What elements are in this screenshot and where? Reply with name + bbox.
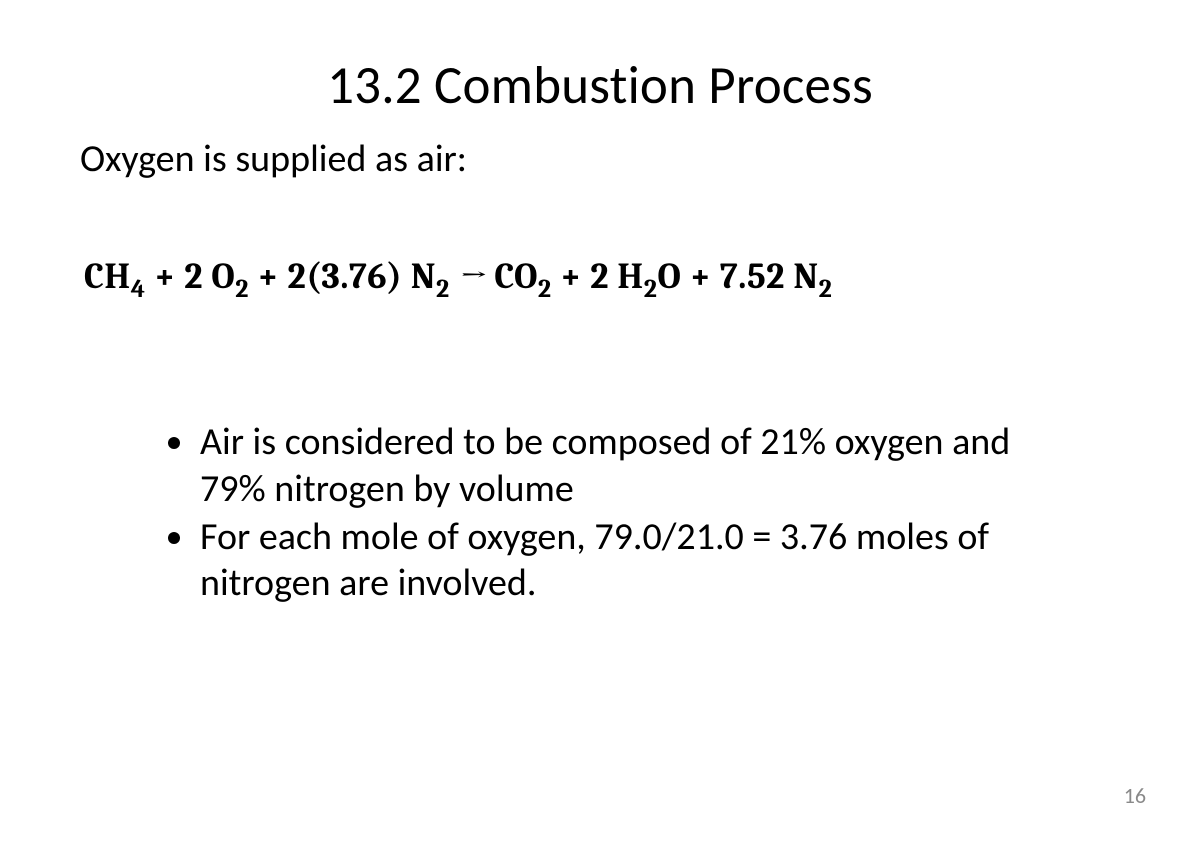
page-number: 16: [1124, 782, 1146, 809]
subscript: 4: [131, 275, 146, 304]
plus-sign: +: [552, 256, 591, 297]
reaction-arrow-icon: →: [450, 256, 495, 297]
subscript: 2: [538, 275, 552, 304]
reactant-o2: 2 O2: [184, 256, 249, 297]
species: CH: [84, 256, 131, 297]
slide-subtitle: Oxygen is supplied as air:: [0, 118, 1200, 182]
slide-title: 13.2 Combustion Process: [0, 0, 1200, 118]
species: O: [657, 256, 681, 297]
species: N: [793, 256, 818, 297]
plus-sign: +: [146, 256, 185, 297]
product-n2: 7.52 N2: [720, 256, 832, 297]
subscript: 2: [436, 275, 450, 304]
bullet-list: Air is considered to be composed of 21% …: [0, 303, 1200, 606]
subscript: 2: [235, 275, 249, 304]
subscript: 2: [819, 275, 833, 304]
coef: 7.52: [720, 256, 793, 297]
coef: 2: [184, 256, 211, 297]
reactant-ch4: CH4: [84, 256, 146, 297]
reactant-n2: 2(3.76) N2: [288, 256, 450, 297]
product-co2: CO2: [494, 256, 551, 297]
slide: 13.2 Combustion Process Oxygen is suppli…: [0, 0, 1200, 849]
coef: 2: [590, 256, 617, 297]
species: CO: [494, 256, 538, 297]
subscript: 2: [644, 275, 658, 304]
plus-sign: +: [681, 256, 720, 297]
bullet-item: Air is considered to be composed of 21% …: [198, 419, 1080, 512]
species: H: [617, 256, 643, 297]
species: O: [211, 256, 235, 297]
product-h2o: 2 H2O: [590, 256, 681, 297]
plus-sign: +: [249, 256, 288, 297]
bullet-item: For each mole of oxygen, 79.0/21.0 = 3.7…: [198, 514, 1080, 607]
chemical-equation: CH4 + 2 O2 + 2(3.76) N2→CO2 + 2 H2O + 7.…: [0, 182, 1200, 303]
coef: 2(3.76): [288, 256, 411, 297]
species: N: [411, 256, 436, 297]
